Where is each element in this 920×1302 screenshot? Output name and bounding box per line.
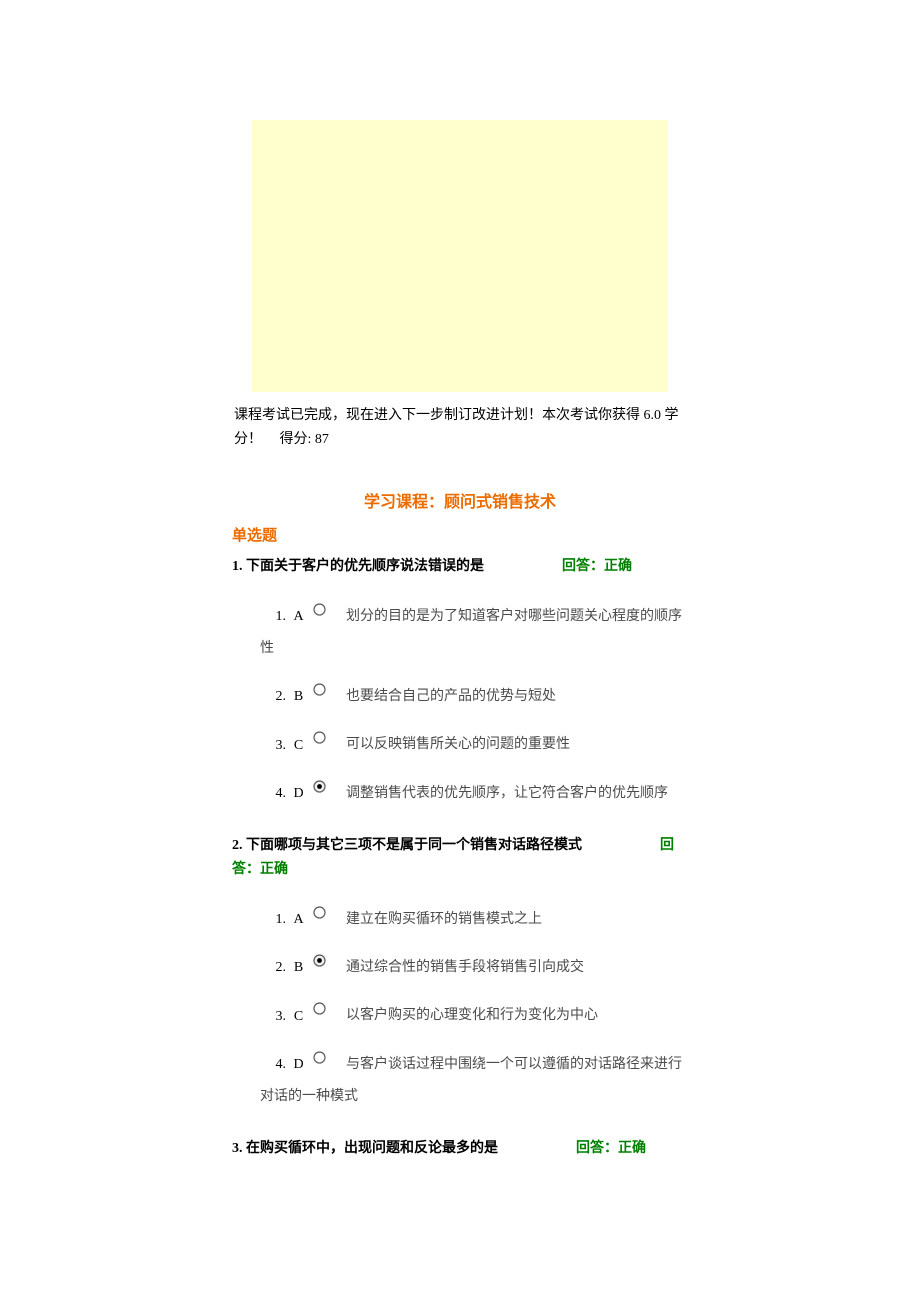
option-item: 3. C 可以反映销售所关心的问题的重要性 [260,729,688,777]
option-index: 1. [260,904,286,936]
option-letter: A [290,904,308,936]
option-letter: B [290,681,308,713]
option-index: 3. [260,1001,286,1033]
option-text: 建立在购买循环的销售模式之上 [332,912,542,927]
answer-status: 回答：正确 [576,1141,646,1156]
question-number: 3. [232,1141,243,1156]
radio-button[interactable] [313,948,326,980]
option-text: 通过综合性的销售手段将销售引向成交 [332,960,584,975]
options-list: 1. A 建立在购买循环的销售模式之上2. B 通过综合性的销售手段将销售引向成… [232,904,688,1129]
option-item: 4. D 调整销售代表的优先顺序，让它符合客户的优先顺序 [260,778,688,826]
radio-button[interactable] [313,900,326,932]
question-number: 2. [232,838,243,853]
question-stem: 2. 下面哪项与其它三项不是属于同一个销售对话路径模式 回答：正确 [232,834,688,882]
option-letter: B [290,952,308,984]
banner-image-placeholder [252,120,668,392]
questions-list: 1. 下面关于客户的优先顺序说法错误的是 回答：正确 1. A 划分的目的是为了知… [232,555,688,1161]
option-item: 2. B 通过综合性的销售手段将销售引向成交 [260,952,688,1000]
section-label-single-choice: 单选题 [232,524,688,545]
course-title: 学习课程：顾问式销售技术 [232,488,688,512]
page-container: 课程考试已完成，现在进入下一步制订改进计划！本次考试你获得 6.0 学分！ 得分… [232,0,688,1161]
option-index: 3. [260,730,286,762]
option-index: 4. [260,778,286,810]
question-text: 下面哪项与其它三项不是属于同一个销售对话路径模式 [246,838,582,853]
radio-button[interactable] [313,774,326,806]
option-letter: C [290,730,308,762]
radio-button[interactable] [313,1045,326,1077]
option-text: 以客户购买的心理变化和行为变化为中心 [332,1009,598,1024]
quiz-area: 学习课程：顾问式销售技术 单选题 1. 下面关于客户的优先顺序说法错误的是 回答… [232,470,688,1161]
radio-button[interactable] [313,597,326,629]
option-item: 1. A 划分的目的是为了知道客户对哪些问题关心程度的顺序性 [260,601,688,681]
question-stem: 1. 下面关于客户的优先顺序说法错误的是 回答：正确 [232,555,688,579]
option-letter: D [290,1049,308,1081]
question-number: 1. [232,559,243,574]
option-index: 1. [260,601,286,633]
option-item: 2. B 也要结合自己的产品的优势与短处 [260,681,688,729]
radio-button[interactable] [313,725,326,757]
radio-button[interactable] [313,677,326,709]
completion-message: 课程考试已完成，现在进入下一步制订改进计划！本次考试你获得 6.0 学分！ 得分… [232,404,688,452]
option-text: 也要结合自己的产品的优势与短处 [332,689,556,704]
option-item: 1. A 建立在购买循环的销售模式之上 [260,904,688,952]
question-stem: 3. 在购买循环中，出现问题和反论最多的是 回答：正确 [232,1137,688,1161]
question-text: 下面关于客户的优先顺序说法错误的是 [246,559,484,574]
option-text: 调整销售代表的优先顺序，让它符合客户的优先顺序 [332,786,668,801]
option-text: 可以反映销售所关心的问题的重要性 [332,738,570,753]
option-index: 2. [260,952,286,984]
option-letter: C [290,1001,308,1033]
option-index: 4. [260,1049,286,1081]
option-item: 4. D 与客户谈话过程中围绕一个可以遵循的对话路径来进行对话的一种模式 [260,1049,688,1129]
question-text: 在购买循环中，出现问题和反论最多的是 [246,1141,498,1156]
answer-status: 回答：正确 [562,559,632,574]
option-index: 2. [260,681,286,713]
radio-button[interactable] [313,996,326,1028]
option-letter: D [290,778,308,810]
option-item: 3. C 以客户购买的心理变化和行为变化为中心 [260,1000,688,1048]
options-list: 1. A 划分的目的是为了知道客户对哪些问题关心程度的顺序性2. B 也要结合自… [232,601,688,826]
option-letter: A [290,601,308,633]
